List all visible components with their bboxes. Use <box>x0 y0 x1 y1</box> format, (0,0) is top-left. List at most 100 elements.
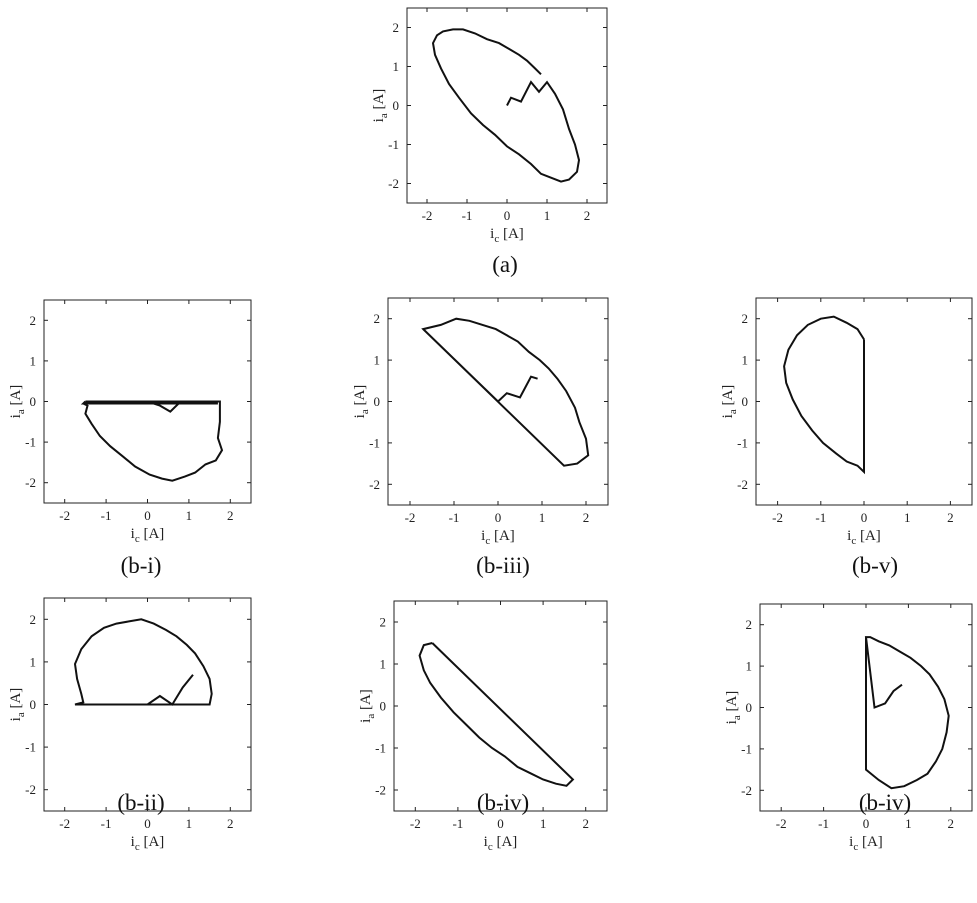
x-tick-label: 1 <box>539 510 546 525</box>
x-tick-label: 0 <box>144 508 151 523</box>
x-tick-label: -1 <box>452 816 463 831</box>
y-tick-label: 0 <box>374 394 381 409</box>
y-tick-label: 1 <box>393 59 400 74</box>
x-tick-label: -2 <box>410 816 421 831</box>
x-tick-label: -2 <box>59 816 70 831</box>
x-tick-label: 0 <box>497 816 504 831</box>
chart-panel: -2 -1 0 1 2 -2 -1 0 1 2 ic [A] ia [A] (b-iv) <box>358 600 608 853</box>
y-tick-label: -2 <box>25 475 36 490</box>
x-axis-label: ic [A] <box>481 528 515 547</box>
x-tick-label: 2 <box>947 510 954 525</box>
y-tick-label: 1 <box>30 654 37 669</box>
y-tick-label: 1 <box>30 353 37 368</box>
y-tick-label: 1 <box>374 353 381 368</box>
y-axis-label: ia [A] <box>720 385 739 419</box>
y-tick-label: 2 <box>30 612 37 627</box>
chart-panel: -2 -1 0 1 2 -2 -1 0 1 2 ic [A] ia [A] (b-iv) <box>724 603 973 853</box>
x-axis-label: ic [A] <box>131 834 165 853</box>
y-axis-label: ia [A] <box>371 89 390 123</box>
x-tick-label: 2 <box>583 510 590 525</box>
x-axis-label: ic [A] <box>849 834 883 853</box>
x-tick-label: 0 <box>144 816 151 831</box>
x-tick-label: -2 <box>422 208 433 223</box>
y-tick-label: 0 <box>380 699 387 714</box>
y-tick-label: -1 <box>737 435 748 450</box>
y-tick-label: 1 <box>380 657 387 672</box>
x-tick-label: 0 <box>504 208 511 223</box>
x-axis-label: ic [A] <box>484 834 518 853</box>
panel-caption: (b-i) <box>121 553 162 578</box>
panel-caption: (b-iv) <box>477 790 529 815</box>
y-tick-label: -1 <box>25 740 36 755</box>
current-trajectory <box>431 28 581 183</box>
y-tick-label: 0 <box>30 697 37 712</box>
current-trajectory <box>421 317 590 467</box>
x-tick-label: -1 <box>815 510 826 525</box>
y-tick-label: 0 <box>30 394 37 409</box>
x-axis-label: ic [A] <box>131 526 165 545</box>
y-tick-label: -2 <box>388 176 399 191</box>
chart-panel: -2 -1 0 1 2 -2 -1 0 1 2 ic [A] ia [A] (a) <box>371 7 608 277</box>
x-tick-label: 2 <box>948 816 955 831</box>
y-tick-label: 1 <box>742 353 749 368</box>
x-tick-label: -2 <box>776 816 787 831</box>
panel-caption: (b-ii) <box>117 790 164 815</box>
y-axis-label: ia [A] <box>8 385 27 419</box>
x-tick-label: -1 <box>818 816 829 831</box>
y-tick-label: -2 <box>369 477 380 492</box>
x-tick-label: 0 <box>861 510 868 525</box>
y-tick-label: 2 <box>380 615 387 630</box>
current-trajectory <box>80 400 224 482</box>
panel-caption: (b-iv) <box>859 790 911 815</box>
y-tick-label: -1 <box>375 741 386 756</box>
y-tick-label: 2 <box>742 311 749 326</box>
y-tick-label: -1 <box>25 435 36 450</box>
x-tick-label: 0 <box>863 816 870 831</box>
x-axis-label: ic [A] <box>847 528 881 547</box>
x-tick-label: -2 <box>772 510 783 525</box>
x-tick-label: 0 <box>495 510 502 525</box>
x-tick-label: 1 <box>186 816 193 831</box>
x-tick-label: 2 <box>227 508 234 523</box>
y-tick-label: 0 <box>746 700 753 715</box>
y-tick-label: -2 <box>375 783 386 798</box>
y-tick-label: -1 <box>741 741 752 756</box>
panel-caption: (b-v) <box>852 553 898 578</box>
y-axis-label: ia [A] <box>724 691 743 725</box>
x-tick-label: 2 <box>227 816 234 831</box>
y-tick-label: 2 <box>374 311 381 326</box>
x-tick-label: 2 <box>582 816 589 831</box>
y-tick-label: -1 <box>369 435 380 450</box>
x-tick-label: -1 <box>101 816 112 831</box>
x-tick-label: 1 <box>905 816 912 831</box>
current-trajectory <box>73 618 213 706</box>
x-tick-label: 1 <box>904 510 911 525</box>
y-tick-label: 1 <box>746 659 753 674</box>
x-tick-label: 1 <box>540 816 547 831</box>
x-tick-label: -1 <box>462 208 473 223</box>
y-tick-label: -2 <box>737 477 748 492</box>
x-tick-label: -1 <box>449 510 460 525</box>
y-axis-label: ia [A] <box>358 689 377 723</box>
current-trajectory <box>864 636 950 790</box>
y-axis-label: ia [A] <box>8 688 27 722</box>
y-tick-label: 2 <box>30 313 37 328</box>
chart-panel: -2 -1 0 1 2 -2 -1 0 1 2 ic [A] ia [A] (b-v) <box>720 297 973 578</box>
panel-caption: (a) <box>492 252 518 277</box>
x-axis-label: ic [A] <box>490 226 524 245</box>
current-trajectory <box>783 315 865 475</box>
x-tick-label: -2 <box>405 510 416 525</box>
chart-panel: -2 -1 0 1 2 -2 -1 0 1 2 ic [A] ia [A] (b-ii) <box>8 597 252 853</box>
x-tick-label: -2 <box>59 508 70 523</box>
y-tick-label: -2 <box>25 782 36 797</box>
y-tick-label: 2 <box>393 20 400 35</box>
y-tick-label: 0 <box>742 394 749 409</box>
y-axis-label: ia [A] <box>352 385 371 419</box>
x-tick-label: 1 <box>186 508 193 523</box>
y-tick-label: -2 <box>741 783 752 798</box>
y-tick-label: 0 <box>393 98 400 113</box>
chart-panel: -2 -1 0 1 2 -2 -1 0 1 2 ic [A] ia [A] (b-i) <box>8 299 252 578</box>
y-tick-label: -1 <box>388 137 399 152</box>
panel-caption: (b-iii) <box>476 553 530 578</box>
